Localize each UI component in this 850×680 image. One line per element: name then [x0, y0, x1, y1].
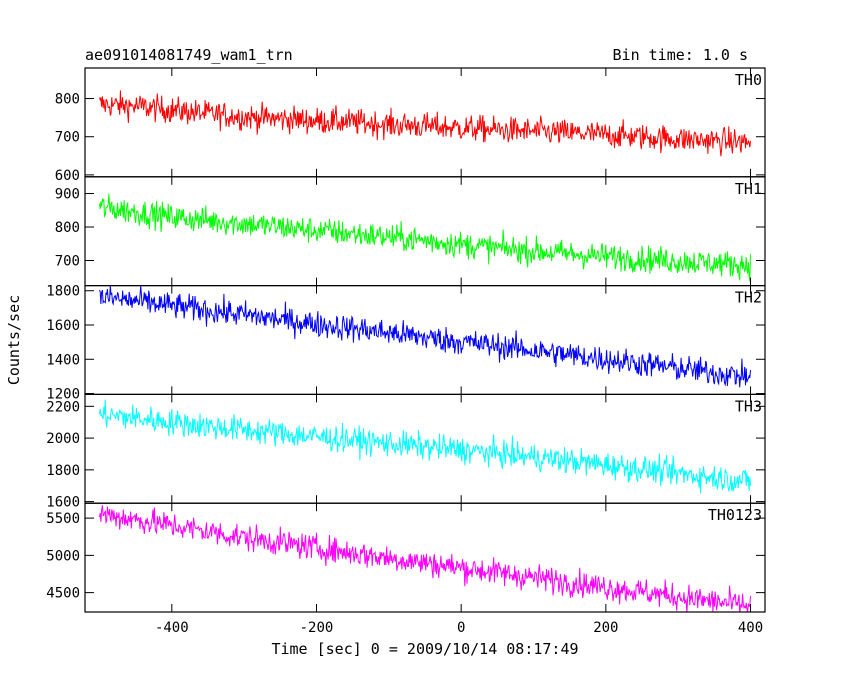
x-tick-label: 400	[738, 620, 763, 636]
panel-label-th1: TH1	[735, 180, 762, 198]
y-tick-label: 800	[55, 220, 80, 236]
panel-label-th2: TH2	[735, 289, 762, 307]
y-tick-label: 5500	[46, 511, 80, 527]
x-tick-label: -400	[155, 620, 189, 636]
y-tick-label: 900	[55, 187, 80, 203]
series-line-th1	[99, 193, 751, 282]
y-tick-label: 800	[55, 92, 80, 108]
y-tick-label: 2200	[46, 399, 80, 415]
y-tick-label: 1800	[46, 284, 80, 300]
y-tick-label: 1800	[46, 463, 80, 479]
y-tick-label: 1400	[46, 352, 80, 368]
series-line-th0	[99, 90, 751, 157]
series-line-th3	[99, 399, 751, 494]
panel-label-th0123: TH0123	[708, 506, 762, 524]
y-tick-label: 5000	[46, 548, 80, 564]
panel-frame-th0123	[84, 502, 766, 613]
panel-label-th3: TH3	[735, 397, 762, 415]
panel-label-th0: TH0	[735, 71, 762, 89]
x-axis-label: Time [sec] 0 = 2009/10/14 08:17:49	[271, 640, 578, 658]
y-axis-label: Counts/sec	[5, 295, 23, 385]
y-tick-label: 1600	[46, 318, 80, 334]
panel-frame-th1	[84, 176, 766, 287]
y-tick-label: 4500	[46, 586, 80, 602]
y-tick-label: 700	[55, 130, 80, 146]
x-tick-label: 200	[593, 620, 618, 636]
bin-time-label: Bin time: 1.0 s	[613, 46, 748, 64]
series-line-th0123	[99, 505, 751, 613]
y-tick-label: 1200	[46, 387, 80, 403]
x-tick-label: -200	[300, 620, 334, 636]
chart-title: ae091014081749_wam1_trn	[85, 46, 293, 64]
y-tick-label: 2000	[46, 431, 80, 447]
series-line-th2	[99, 285, 751, 388]
y-tick-label: 1600	[46, 495, 80, 511]
y-tick-label: 700	[55, 253, 80, 269]
panel-frame-th3	[84, 393, 766, 504]
x-tick-label: 0	[457, 620, 465, 636]
y-tick-label: 600	[55, 168, 80, 184]
